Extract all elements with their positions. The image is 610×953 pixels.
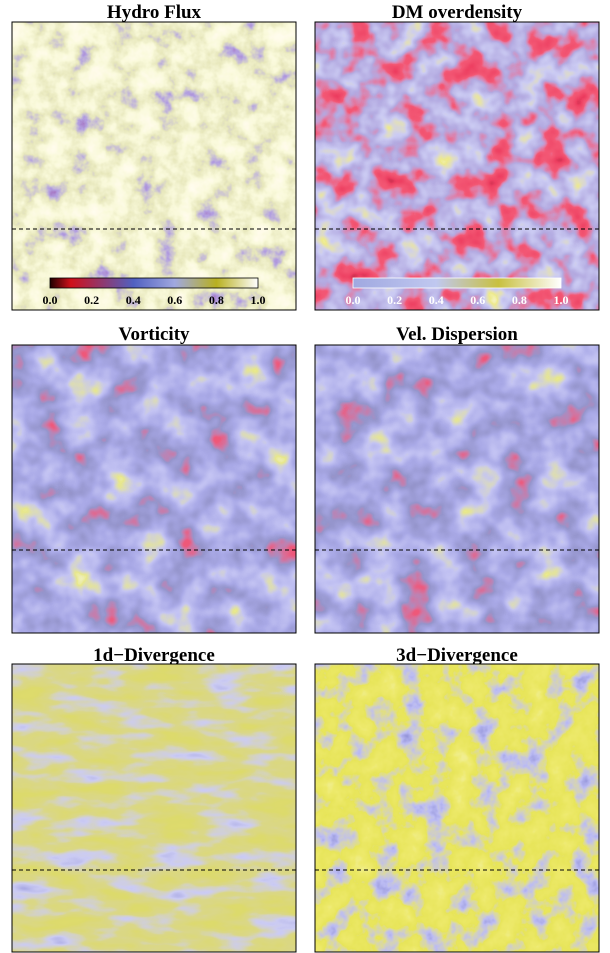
panel-title: Hydro Flux: [107, 2, 202, 23]
panel-title: Vel. Dispersion: [396, 324, 518, 345]
panel-title: 3d−Divergence: [396, 645, 518, 666]
colorbar-tick-label: 0.4: [126, 293, 141, 307]
colorbar-tick-label: 0.8: [209, 293, 224, 307]
panel-image: [12, 22, 296, 310]
panel-title: Vorticity: [118, 324, 190, 345]
colorbar-tick-label: 0.4: [429, 293, 444, 307]
colorbar-tick-label: 1.0: [251, 293, 266, 307]
panel-frame: [11, 344, 297, 634]
colorbar-tick-label: 1.0: [554, 293, 569, 307]
panel-frame: [314, 663, 600, 953]
panel-title: DM overdensity: [392, 2, 523, 23]
panel-image: [315, 345, 599, 633]
colorbar-tick-label: 0.2: [84, 293, 99, 307]
panel-image: [12, 345, 296, 633]
panel-frame: [314, 21, 600, 311]
panel-frame: [314, 344, 600, 634]
panel-frame: [11, 21, 297, 311]
colorbar-tick-label: 0.6: [167, 293, 182, 307]
colorbar-tick-label: 0.6: [470, 293, 485, 307]
panel-image: [315, 664, 599, 952]
panel-title: 1d−Divergence: [93, 645, 215, 666]
colorbar-tick-label: 0.8: [512, 293, 527, 307]
colorbar: [49, 277, 259, 289]
colorbar-tick-label: 0.0: [43, 293, 58, 307]
colorbar: [352, 277, 562, 289]
panel-image: [12, 664, 296, 952]
colorbar-tick-label: 0.0: [346, 293, 361, 307]
panel-frame: [11, 663, 297, 953]
panel-image: [315, 22, 599, 310]
colorbar-tick-label: 0.2: [387, 293, 402, 307]
